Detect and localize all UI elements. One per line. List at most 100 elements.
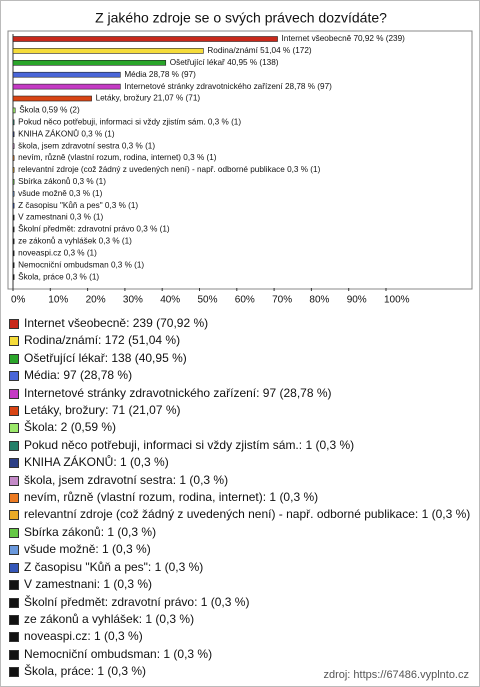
legend-label: škola, jsem zdravotní sestra: 1 (0,3 %) bbox=[24, 472, 229, 487]
x-tick-label: 0% bbox=[11, 295, 26, 306]
legend-label: Pokud něco potřebuji, informaci si vždy … bbox=[24, 437, 355, 452]
legend-swatch bbox=[9, 597, 19, 608]
legend-item: ze zákonů a vyhlášek: 1 (0,3 %) bbox=[9, 611, 471, 628]
bar bbox=[12, 131, 15, 138]
bar-label: Nemocniční ombudsman 0,3 % (1) bbox=[18, 260, 144, 269]
legend-item: nevím, různě (vlastní rozum, rodina, int… bbox=[9, 489, 471, 506]
bar bbox=[12, 83, 121, 90]
legend-label: ze zákonů a vyhlášek: 1 (0,3 %) bbox=[24, 611, 195, 626]
bar-label: Letáky, brožury 21,07 % (71) bbox=[96, 94, 201, 103]
legend-swatch bbox=[9, 475, 19, 486]
legend-swatch bbox=[9, 388, 19, 399]
legend-swatch bbox=[9, 493, 19, 504]
bar bbox=[12, 250, 15, 257]
bar-label: KNIHA ZÁKONŮ 0,3 % (1) bbox=[18, 127, 115, 138]
bar bbox=[12, 36, 278, 42]
bar-label: noveaspi.cz 0,3 % (1) bbox=[18, 248, 97, 257]
bar bbox=[12, 190, 15, 197]
bar-label: nevím, různě (vlastní rozum, rodina, int… bbox=[18, 152, 217, 162]
legend-swatch bbox=[9, 527, 19, 538]
legend-item: Nemocniční ombudsman: 1 (0,3 %) bbox=[9, 646, 471, 663]
legend-label: Z časopisu "Kůň a pes": 1 (0,3 %) bbox=[24, 559, 204, 574]
x-tick-label: 10% bbox=[48, 295, 68, 306]
legend-swatch bbox=[9, 336, 19, 347]
legend-item: noveaspi.cz: 1 (0,3 %) bbox=[9, 628, 471, 645]
bar bbox=[12, 274, 15, 280]
legend-label: Internet všeobecně: 239 (70,92 %) bbox=[24, 316, 209, 330]
legend-item: Školní předmět: zdravotní právo: 1 (0,3 … bbox=[9, 594, 471, 611]
bar-label: Z časopisu "Kůň a pes" 0,3 % (1) bbox=[18, 200, 138, 210]
bar-label: Média 28,78 % (97) bbox=[124, 70, 196, 79]
bar bbox=[12, 48, 204, 54]
bar bbox=[12, 71, 121, 78]
legend-item: Z časopisu "Kůň a pes": 1 (0,3 %) bbox=[9, 559, 471, 576]
bar-label: Škola, práce 0,3 % (1) bbox=[18, 271, 99, 281]
x-tick-label: 80% bbox=[309, 295, 329, 306]
legend-label: Ošetřující lékař: 138 (40,95 %) bbox=[24, 350, 187, 365]
x-tick-label: 20% bbox=[86, 295, 106, 306]
legend-swatch bbox=[9, 580, 19, 591]
bar-label: V zamestnani 0,3 % (1) bbox=[18, 213, 103, 222]
legend-item: Sbírka zákonů: 1 (0,3 %) bbox=[9, 524, 471, 541]
legend-label: Média: 97 (28,78 %) bbox=[24, 368, 133, 383]
legend-swatch bbox=[9, 667, 19, 678]
legend-swatch bbox=[9, 458, 19, 469]
legend-item: Rodina/známí: 172 (51,04 %) bbox=[9, 332, 471, 349]
bar bbox=[12, 60, 167, 66]
x-tick-label: 50% bbox=[198, 295, 218, 306]
legend-swatch bbox=[9, 510, 19, 521]
source: zdroj: https://67486.vyplnto.cz bbox=[323, 669, 469, 681]
bar-label: Pokud něco potřebuji, informaci si vždy … bbox=[18, 118, 241, 127]
chart: Z jakého zdroje se o svých právech dozví… bbox=[7, 10, 473, 306]
bar bbox=[12, 214, 15, 221]
legend-label: Internetové stránky zdravotnického zaříz… bbox=[24, 385, 332, 400]
plot-frame bbox=[7, 30, 473, 290]
bar bbox=[12, 155, 15, 161]
bar bbox=[12, 119, 15, 126]
bar bbox=[12, 167, 15, 173]
bar-label: Ošetřující lékař 40,95 % (138) bbox=[170, 58, 279, 67]
x-tick-label: 60% bbox=[235, 295, 255, 306]
legend-label: Nemocniční ombudsman: 1 (0,3 %) bbox=[24, 646, 213, 661]
bar bbox=[12, 95, 92, 102]
legend-swatch bbox=[9, 406, 19, 417]
legend-item: škola, jsem zdravotní sestra: 1 (0,3 %) bbox=[9, 472, 471, 489]
chart-title: Z jakého zdroje se o svých právech dozví… bbox=[95, 10, 387, 26]
bar bbox=[12, 202, 15, 209]
bar-label: všude možně 0,3 % (1) bbox=[18, 189, 102, 198]
legend-item: V zamestnani: 1 (0,3 %) bbox=[9, 576, 471, 593]
bar-label: Internetové stránky zdravotnického zaříz… bbox=[124, 82, 332, 91]
bar-label: relevantní zdroje (což žádný z uvedených… bbox=[18, 165, 320, 174]
bar-label: ze zákonů a vyhlášek 0,3 % (1) bbox=[18, 236, 132, 246]
bar bbox=[12, 226, 15, 233]
legend-label: Rodina/známí: 172 (51,04 %) bbox=[24, 333, 181, 348]
bar-label: Školní předmět: zdravotní právo 0,3 % (1… bbox=[18, 224, 170, 234]
legend-item: všude možně: 1 (0,3 %) bbox=[9, 541, 471, 558]
legend-label: nevím, různě (vlastní rozum, rodina, int… bbox=[24, 490, 319, 505]
legend-item: Média: 97 (28,78 %) bbox=[9, 367, 471, 384]
legend-swatch bbox=[9, 632, 19, 643]
legend-label: Sbírka zákonů: 1 (0,3 %) bbox=[24, 524, 157, 539]
x-tick-label: 90% bbox=[347, 295, 367, 306]
x-tick-label: 100% bbox=[384, 295, 410, 306]
legend-swatch bbox=[9, 353, 19, 364]
legend-swatch bbox=[9, 440, 19, 451]
legend-label: V zamestnani: 1 (0,3 %) bbox=[24, 577, 153, 592]
legend-label: Škola: 2 (0,59 %) bbox=[24, 420, 117, 435]
legend-item: Ošetřující lékař: 138 (40,95 %) bbox=[9, 350, 471, 367]
legend-label: noveaspi.cz: 1 (0,3 %) bbox=[24, 629, 143, 644]
legend-swatch bbox=[9, 371, 19, 382]
x-tick-label: 30% bbox=[123, 295, 143, 306]
bar-label: Sbírka zákonů 0,3 % (1) bbox=[18, 176, 106, 186]
bar bbox=[12, 179, 15, 185]
legend: Internet všeobecně: 239 (70,92 %) Rodina/… bbox=[9, 315, 471, 681]
legend-swatch bbox=[9, 562, 19, 573]
bar bbox=[12, 143, 15, 149]
legend-label: Letáky, brožury: 71 (21,07 %) bbox=[24, 403, 181, 418]
legend-swatch bbox=[9, 319, 19, 329]
legend-label: Škola, práce: 1 (0,3 %) bbox=[24, 664, 147, 679]
legend-swatch bbox=[9, 614, 19, 625]
bar bbox=[12, 262, 15, 268]
legend-item: Letáky, brožury: 71 (21,07 %) bbox=[9, 402, 471, 419]
legend-item: Škola, práce: 1 (0,3 %) bbox=[9, 663, 471, 680]
